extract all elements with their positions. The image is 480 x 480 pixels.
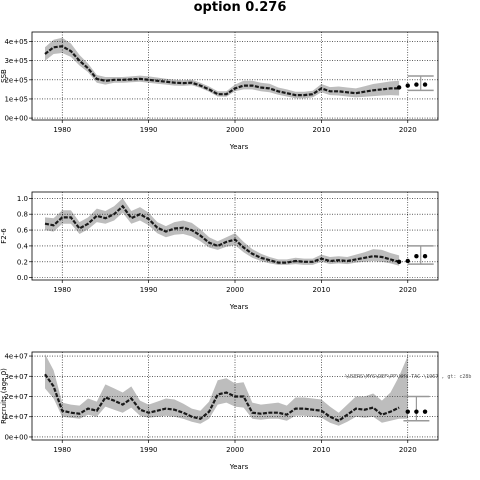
- x-tick-label: 2020: [399, 286, 417, 294]
- chart-panel-2: 1980 1990 2000 2010 2020 0.0 0.2 0.4 0.6 0.8 1.0 Ye…: [0, 191, 439, 311]
- confidence-band: [45, 354, 408, 426]
- y-tick-label: 2e+07: [4, 393, 28, 401]
- y-tick-label: 0.8: [17, 211, 28, 219]
- x-axis-label: Years: [229, 463, 249, 471]
- projection-point: [405, 409, 410, 414]
- figure-title: option 0.276: [193, 0, 287, 15]
- x-tick-label: 2000: [226, 446, 244, 454]
- x-tick-label: 2020: [399, 126, 417, 134]
- chart-panel-1: 1980 1990 2000 2010 2020 0e+00 1e+05 2e+05 3e+05…: [0, 31, 439, 151]
- x-tick-label: 2000: [226, 126, 244, 134]
- confidence-band: [45, 198, 400, 266]
- x-tick-label: 1990: [140, 286, 158, 294]
- projection-point: [422, 254, 428, 259]
- estimate-line: [44, 45, 400, 97]
- projection-point: [405, 83, 410, 88]
- y-tick-label: 0.2: [17, 258, 28, 266]
- x-tick-label: 1990: [140, 126, 158, 134]
- confidence-band: [45, 37, 400, 99]
- projection-point: [396, 259, 402, 264]
- projection-point: [396, 85, 402, 90]
- y-tick-label: 1.0: [17, 195, 28, 203]
- x-tick-label: 1980: [53, 446, 71, 454]
- y-tick-label: 0.0: [17, 274, 28, 282]
- x-axis-label: Years: [229, 143, 249, 151]
- x-tick-label: 2020: [399, 446, 417, 454]
- y-axis-label: SSB: [0, 69, 8, 83]
- x-tick-label: 2010: [312, 446, 330, 454]
- y-tick-label: 0.6: [17, 227, 29, 235]
- x-tick-label: 1980: [53, 286, 71, 294]
- y-tick-label: 4e+05: [4, 38, 28, 46]
- x-tick-label: 1980: [53, 126, 71, 134]
- x-tick-label: 2010: [312, 126, 330, 134]
- projection-point: [405, 258, 410, 264]
- x-tick-label: 1990: [140, 446, 158, 454]
- x-tick-label: 2010: [312, 286, 330, 294]
- projection-point: [414, 254, 419, 259]
- y-tick-label: 1e+05: [4, 95, 28, 103]
- x-axis-label: Years: [229, 303, 249, 311]
- projection-point: [414, 409, 419, 414]
- estimate-line: [44, 204, 400, 264]
- y-axis-label: F2-6: [0, 228, 8, 244]
- plot-annotation: \USERS\MYS\DEF\PP\WHY TAC \1967 , gt: c2…: [345, 374, 471, 380]
- y-axis-label: Recruits (age 0): [0, 368, 8, 424]
- x-tick-label: 2000: [226, 286, 244, 294]
- y-tick-label: 0e+00: [4, 433, 28, 441]
- y-tick-label: 0e+00: [4, 115, 28, 123]
- y-tick-label: 3e+05: [4, 57, 28, 65]
- chart-panel-3: 1980 1990 2000 2010 2020 0e+00 1e+07 2e+07 3e+07…: [0, 351, 471, 471]
- y-tick-label: 0.4: [17, 242, 29, 250]
- y-tick-label: 1e+07: [4, 413, 28, 421]
- projection-point: [422, 82, 428, 87]
- y-tick-label: 4e+07: [4, 353, 28, 361]
- projection-point: [422, 409, 428, 414]
- estimate-line: [44, 373, 400, 423]
- y-tick-label: 3e+07: [4, 373, 28, 381]
- projection-point: [414, 82, 419, 87]
- y-tick-label: 2e+05: [4, 76, 28, 84]
